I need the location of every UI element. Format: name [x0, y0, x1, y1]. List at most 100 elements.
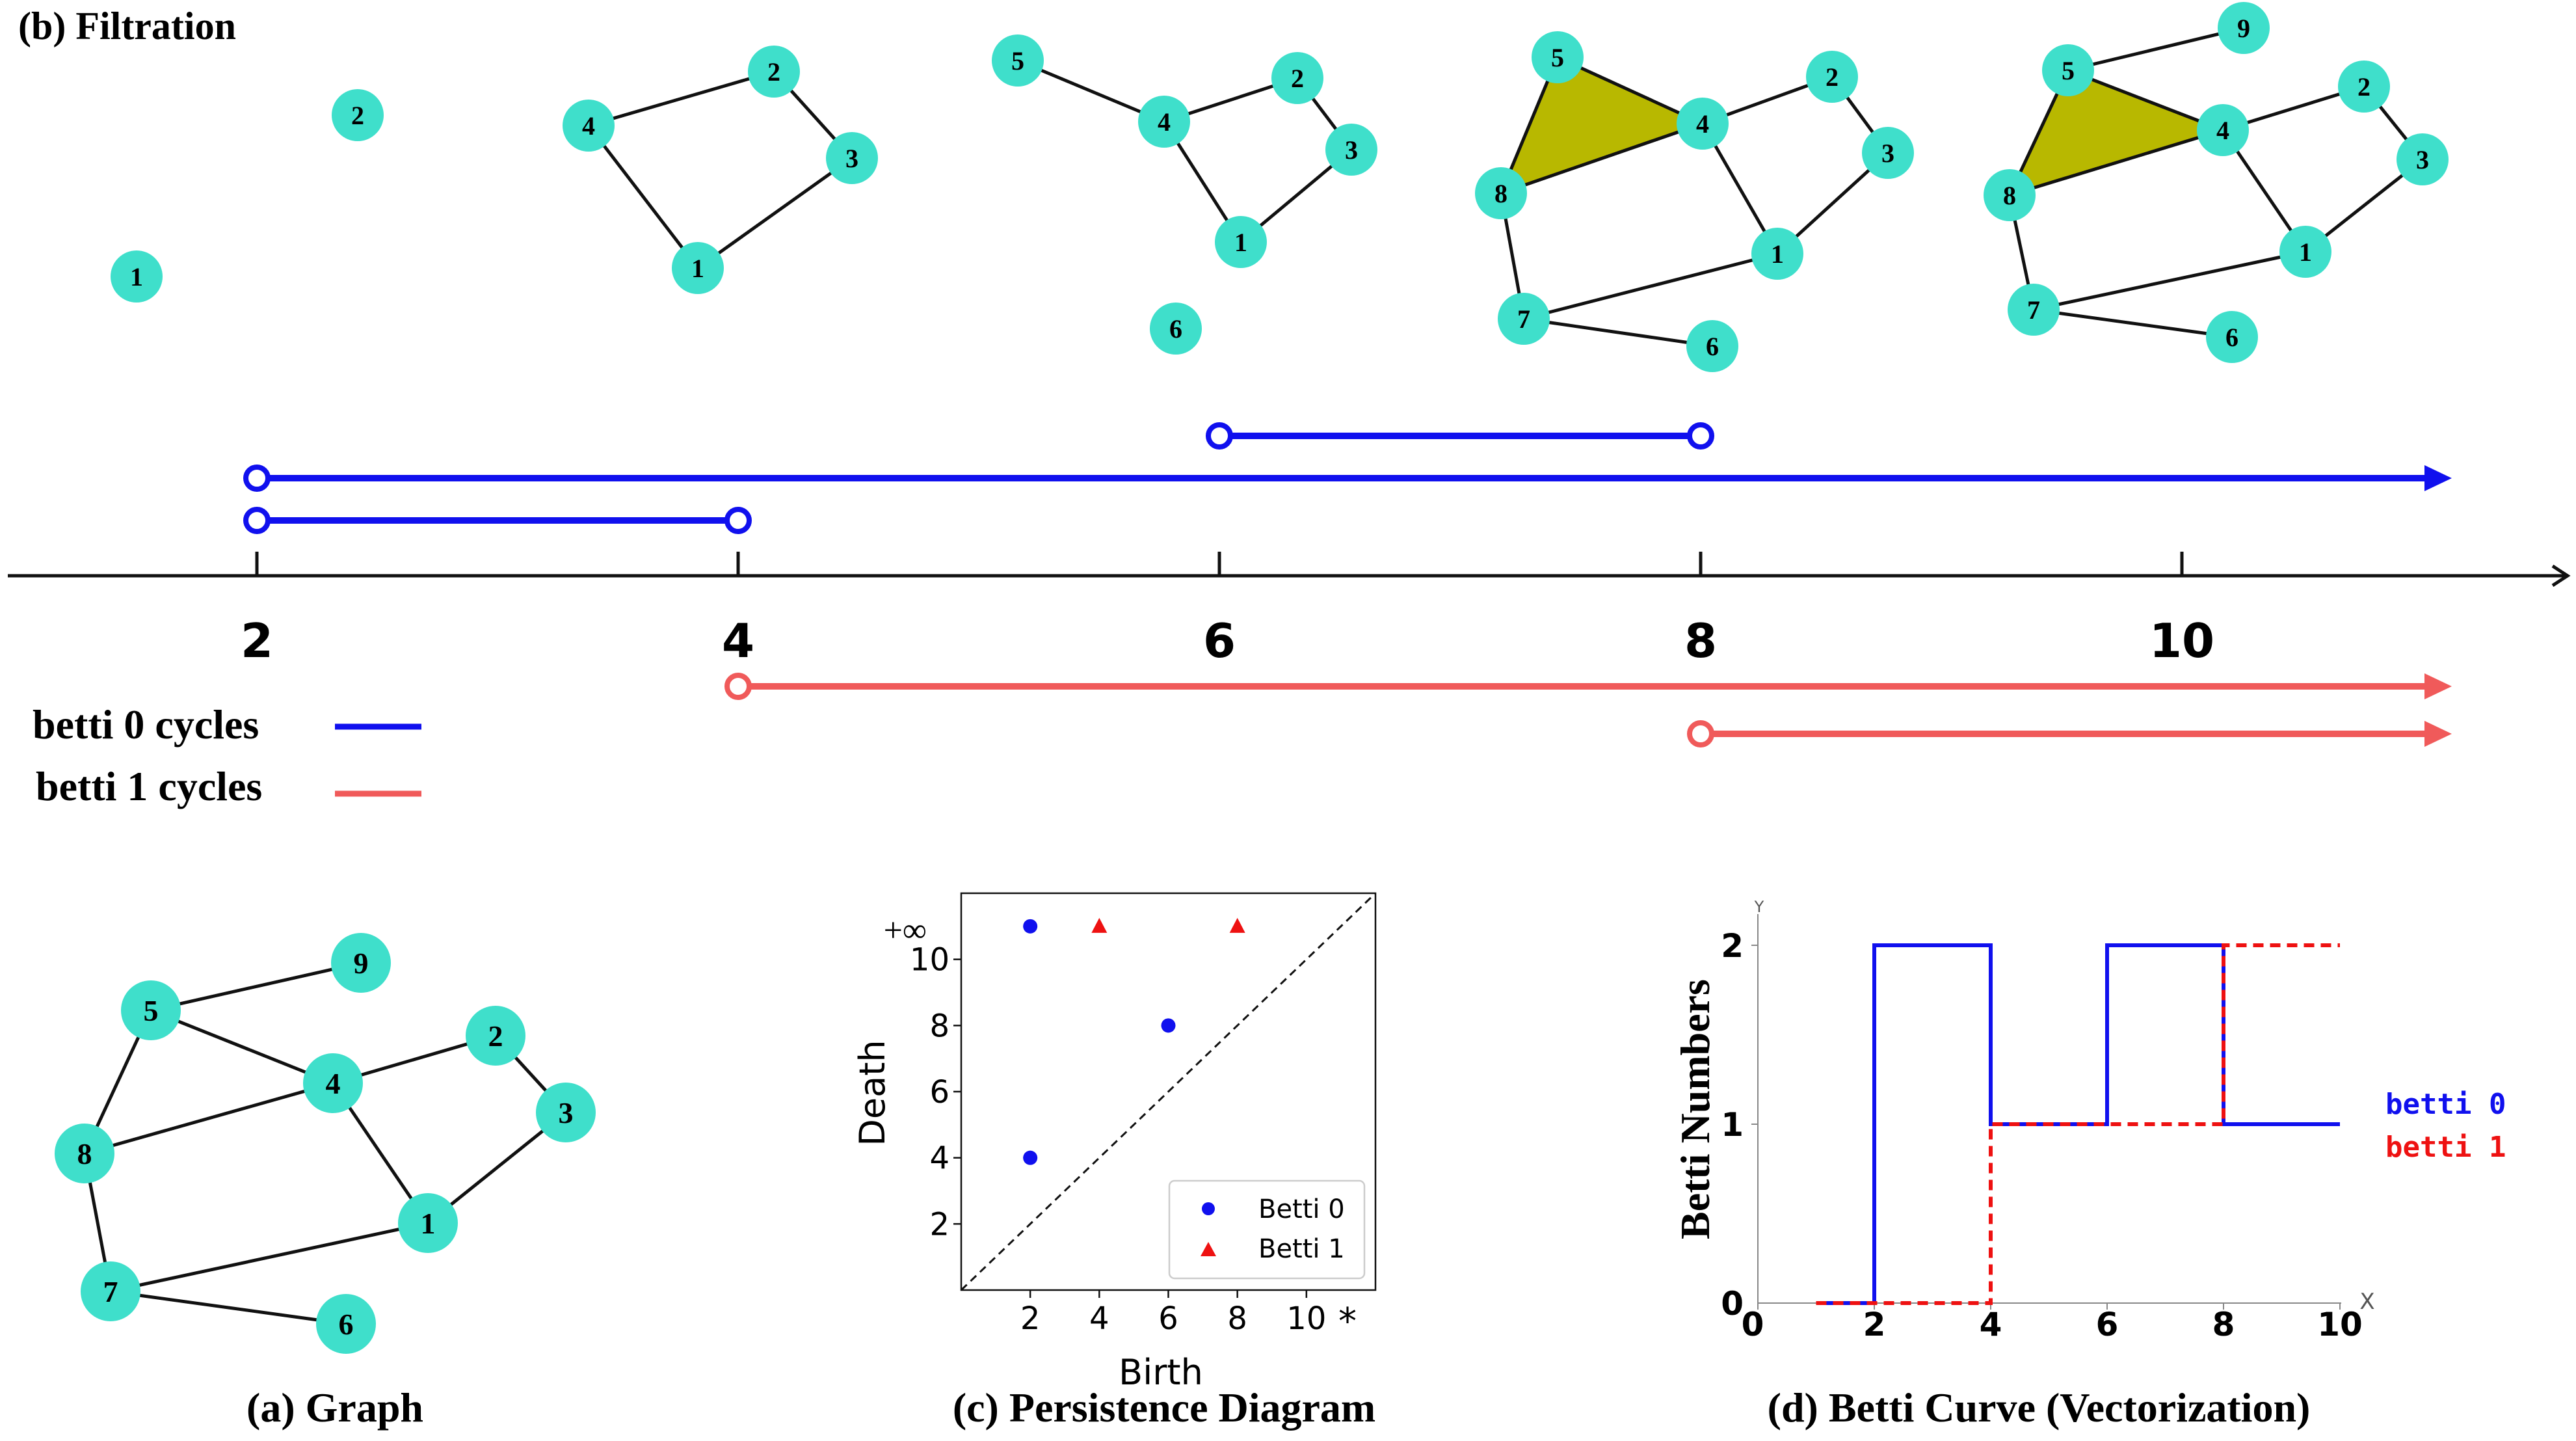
barcode: [243, 422, 2452, 747]
bc-series: [1816, 943, 2340, 1305]
graph-caption: (a) Graph: [246, 1384, 423, 1431]
node-label: 7: [1517, 304, 1530, 334]
node-circle: [1325, 124, 1377, 176]
node-circle: [1271, 52, 1323, 104]
filtration-stage-4: 5 4 2 3 8 1 7 6: [1475, 31, 1914, 372]
node-circle: [81, 1261, 140, 1321]
bar-death-circle: [1687, 422, 1714, 450]
bc-x-axis-letter: X: [2359, 1289, 2374, 1315]
node-circle: [672, 242, 724, 294]
node-9: 9: [2218, 2, 2270, 54]
bar-birth-circle: [1206, 422, 1233, 450]
node-circle: [1215, 216, 1267, 268]
edge-7-6: [1523, 317, 1713, 348]
node-circle: [1475, 167, 1527, 219]
node-circle: [2206, 311, 2258, 363]
pd-star-label: *: [1338, 1300, 1357, 1343]
pd-xtick-label: 4: [1089, 1300, 1109, 1337]
node-circle: [536, 1083, 596, 1142]
edge-5-4: [150, 1008, 334, 1085]
pd-xtick-label: 10: [1286, 1300, 1326, 1337]
edge-5-4: [2067, 68, 2224, 132]
node-2: 2: [1806, 51, 1858, 103]
pd-ticks: 2 4 6 8 10 2 4 6 8 10: [910, 942, 1326, 1337]
pd-legend-betti0-marker: [1202, 1202, 1215, 1215]
node-label: 2: [1291, 64, 1304, 93]
bar-dim1-birth4: [724, 673, 2452, 700]
node-circle: [1498, 293, 1550, 345]
node-label: 1: [691, 254, 704, 283]
node-label: 4: [1696, 109, 1709, 139]
node-7: 7: [2008, 284, 2060, 336]
filtration-axis-ticks: 2 4 6 8 10: [241, 552, 2214, 668]
filtration-stage-2: 4 2 3 1: [563, 46, 878, 294]
bc-ytick-label: 2: [1721, 927, 1744, 965]
node-label: 2: [351, 101, 364, 130]
node-3: 3: [1325, 124, 1377, 176]
pd-legend-betti1-marker: [1201, 1242, 1216, 1256]
node-circle: [121, 980, 181, 1040]
node-label: 4: [326, 1067, 341, 1100]
node-label: 6: [1706, 332, 1719, 361]
node-label: 1: [421, 1207, 436, 1240]
node-label: 5: [2062, 56, 2075, 85]
node-label: 1: [130, 262, 143, 291]
edge-5-9: [150, 961, 362, 1012]
node-circle: [2008, 284, 2060, 336]
edge-3-1: [697, 156, 853, 270]
bc-xtick-label: 8: [2212, 1306, 2235, 1343]
node-label: 9: [2237, 14, 2250, 43]
filtration-stage-3: 5 4 2 3 1 6: [992, 34, 1377, 355]
bar-arrowhead: [2424, 673, 2452, 699]
edge-7-1: [1523, 252, 1778, 321]
node-circle: [331, 933, 391, 993]
node-5: 5: [121, 980, 181, 1040]
pd-inf-label: +∞: [884, 912, 927, 949]
bar-dim0-birth2: [243, 507, 752, 534]
bar-birth-circle: [724, 673, 752, 700]
node-5: 5: [992, 34, 1044, 87]
axis-tick-label: 4: [722, 613, 754, 668]
node-9: 9: [331, 933, 391, 993]
bar-birth-circle: [1687, 720, 1714, 747]
edge-5-4: [1556, 55, 1704, 126]
node-label: 3: [2416, 145, 2429, 174]
edge-8-4: [2009, 128, 2224, 197]
filtration-stage-1: 12: [111, 89, 384, 303]
node-label: 5: [144, 994, 159, 1027]
bc-xtick-label: 2: [1863, 1306, 1886, 1343]
node-circle: [1686, 320, 1738, 372]
node-circle: [2279, 226, 2331, 278]
bc-legend-betti1: betti 1: [2385, 1131, 2506, 1164]
bc-xtick-label: 6: [2096, 1306, 2119, 1343]
filtration-title: (b) Filtration: [18, 5, 236, 47]
node-1: 1: [1751, 228, 1803, 280]
node-8: 8: [1984, 169, 2036, 221]
node-2: 2: [332, 89, 384, 141]
pd-point-betti1: [1229, 917, 1245, 933]
betti-curve-caption: (d) Betti Curve (Vectorization): [1768, 1384, 2311, 1431]
node-4: 4: [1138, 96, 1190, 148]
node-label: 4: [1158, 107, 1171, 137]
bc-xtick-label: 0: [1742, 1306, 1764, 1343]
node-circle: [2397, 133, 2449, 185]
pd-ytick-label: 8: [929, 1008, 949, 1044]
bc-ytick-label: 1: [1721, 1106, 1744, 1144]
pd-ytick-label: 4: [929, 1140, 949, 1177]
node-label: 4: [2216, 116, 2229, 145]
node-circle: [2338, 61, 2390, 113]
node-label: 1: [1771, 239, 1784, 269]
node-8: 8: [1475, 167, 1527, 219]
node-label: 9: [354, 947, 369, 980]
bar-birth-circle: [243, 507, 271, 534]
node-3: 3: [536, 1083, 596, 1142]
graph-panel: 9 5 2 4 3 8 1 7 6: [55, 933, 596, 1354]
axis-tick-label: 6: [1203, 613, 1236, 668]
node-label: 8: [2003, 181, 2016, 210]
node-label: 3: [845, 144, 858, 173]
node-3: 3: [2397, 133, 2449, 185]
bar-birth-circle: [243, 465, 271, 492]
edge-8-4: [1500, 122, 1703, 195]
node-circle: [1984, 169, 2036, 221]
edge-5-9: [2067, 26, 2244, 72]
